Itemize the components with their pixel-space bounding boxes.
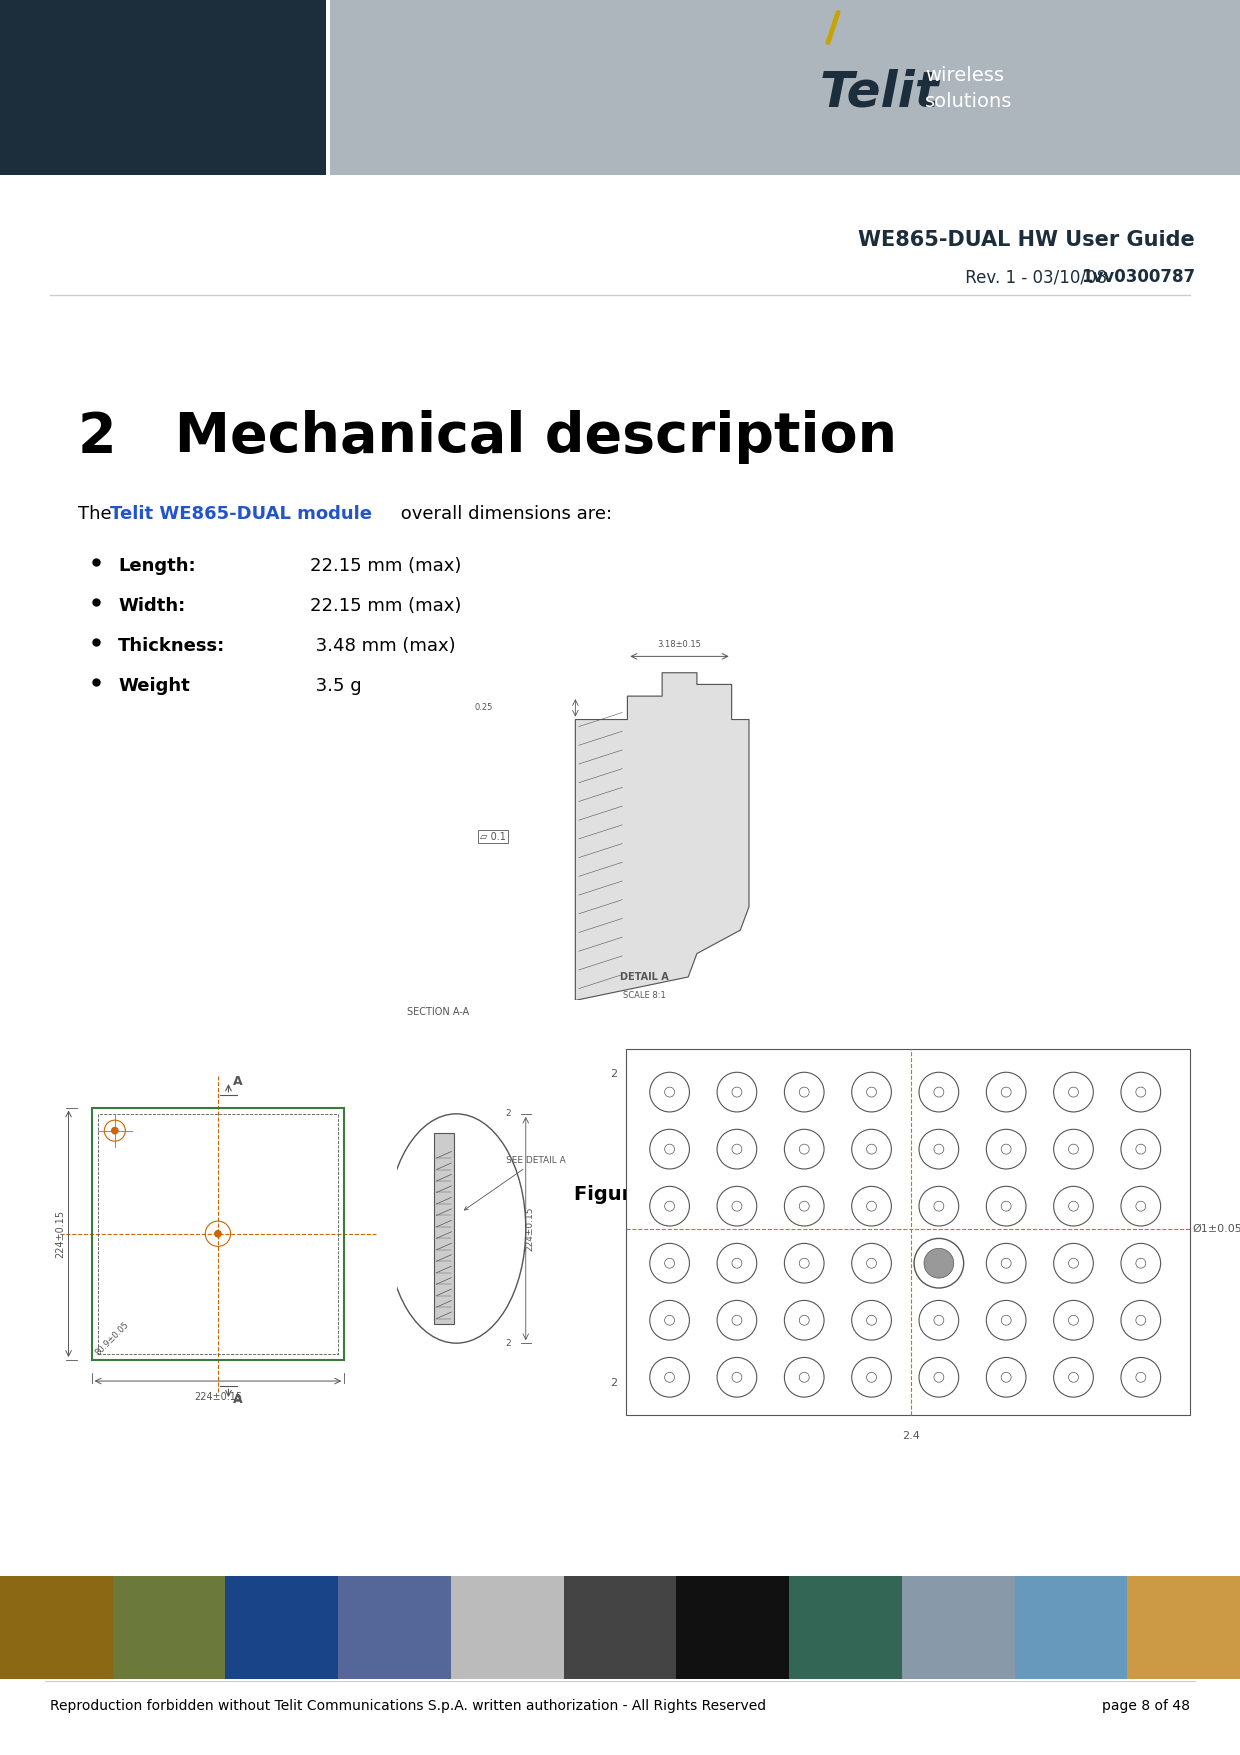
Text: 224±0.15: 224±0.15 [526, 1206, 534, 1251]
Bar [434, 1134, 454, 1323]
Text: Weight: Weight [118, 677, 190, 695]
Bar [92, 1107, 345, 1360]
Text: 3.18±0.15: 3.18±0.15 [657, 641, 702, 649]
Bar [0, 1576, 113, 1680]
Text: 22.15 mm (max): 22.15 mm (max) [310, 556, 461, 576]
Text: Telit: Telit [820, 68, 940, 116]
Text: 2.4: 2.4 [903, 1430, 920, 1441]
Bar [0, 0, 326, 176]
Text: Length:: Length: [118, 556, 196, 576]
Text: 2   Mechanical description: 2 Mechanical description [78, 411, 897, 463]
Text: Thickness:: Thickness: [118, 637, 226, 655]
Text: 224±0.15: 224±0.15 [193, 1392, 242, 1402]
Text: A: A [233, 1393, 242, 1406]
Bar [1014, 1576, 1127, 1680]
Text: 3.48 mm (max): 3.48 mm (max) [310, 637, 455, 655]
Bar [564, 1576, 676, 1680]
Polygon shape [575, 672, 749, 1000]
Text: WE865-DUAL HW User Guide: WE865-DUAL HW User Guide [858, 230, 1195, 249]
Text: ▱ 0.1: ▱ 0.1 [480, 832, 506, 842]
Text: Ø1±0.05: Ø1±0.05 [1193, 1223, 1240, 1234]
Text: 2: 2 [505, 1109, 511, 1118]
Bar [901, 1576, 1014, 1680]
Text: The: The [78, 505, 118, 523]
Text: wireless: wireless [925, 67, 1004, 84]
Bar [330, 0, 1240, 176]
Text: overall dimensions are:: overall dimensions are: [396, 505, 613, 523]
Text: 2: 2 [610, 1069, 618, 1079]
Bar [789, 1576, 901, 1680]
Text: 22.15 mm (max): 22.15 mm (max) [310, 597, 461, 614]
Text: Telit WE865-DUAL module: Telit WE865-DUAL module [110, 505, 372, 523]
Text: 1vv0300787: 1vv0300787 [1081, 269, 1195, 286]
Circle shape [215, 1230, 221, 1237]
Text: Width:: Width: [118, 597, 185, 614]
Bar [1127, 1576, 1240, 1680]
Text: page 8 of 48: page 8 of 48 [1102, 1699, 1190, 1713]
Text: 0.25: 0.25 [475, 704, 494, 713]
Text: SEE DETAIL A: SEE DETAIL A [464, 1157, 565, 1209]
Text: solutions: solutions [925, 91, 1012, 111]
Bar [113, 1576, 226, 1680]
Circle shape [924, 1248, 954, 1278]
Text: SCALE 8:1: SCALE 8:1 [624, 992, 666, 1000]
Text: 80.9±0.05: 80.9±0.05 [94, 1320, 131, 1358]
Text: Rev. 1 - 03/10/08: Rev. 1 - 03/10/08 [960, 269, 1107, 286]
Circle shape [112, 1127, 118, 1134]
Bar [226, 1576, 339, 1680]
Text: 2: 2 [610, 1378, 618, 1388]
Text: 224±0.15: 224±0.15 [56, 1209, 66, 1258]
Bar [676, 1576, 789, 1680]
Text: DETAIL A: DETAIL A [620, 972, 670, 981]
Text: SECTION A-A: SECTION A-A [407, 1007, 469, 1018]
Text: Reproduction forbidden without Telit Communications S.p.A. written authorization: Reproduction forbidden without Telit Com… [50, 1699, 766, 1713]
Text: A: A [233, 1074, 242, 1088]
Text: 3.5 g: 3.5 g [310, 677, 362, 695]
Bar [339, 1576, 451, 1680]
Text: Figure 1: Figure 1 [574, 1185, 666, 1204]
Bar [451, 1576, 564, 1680]
Text: 2: 2 [505, 1339, 511, 1348]
Bar [98, 1114, 337, 1353]
